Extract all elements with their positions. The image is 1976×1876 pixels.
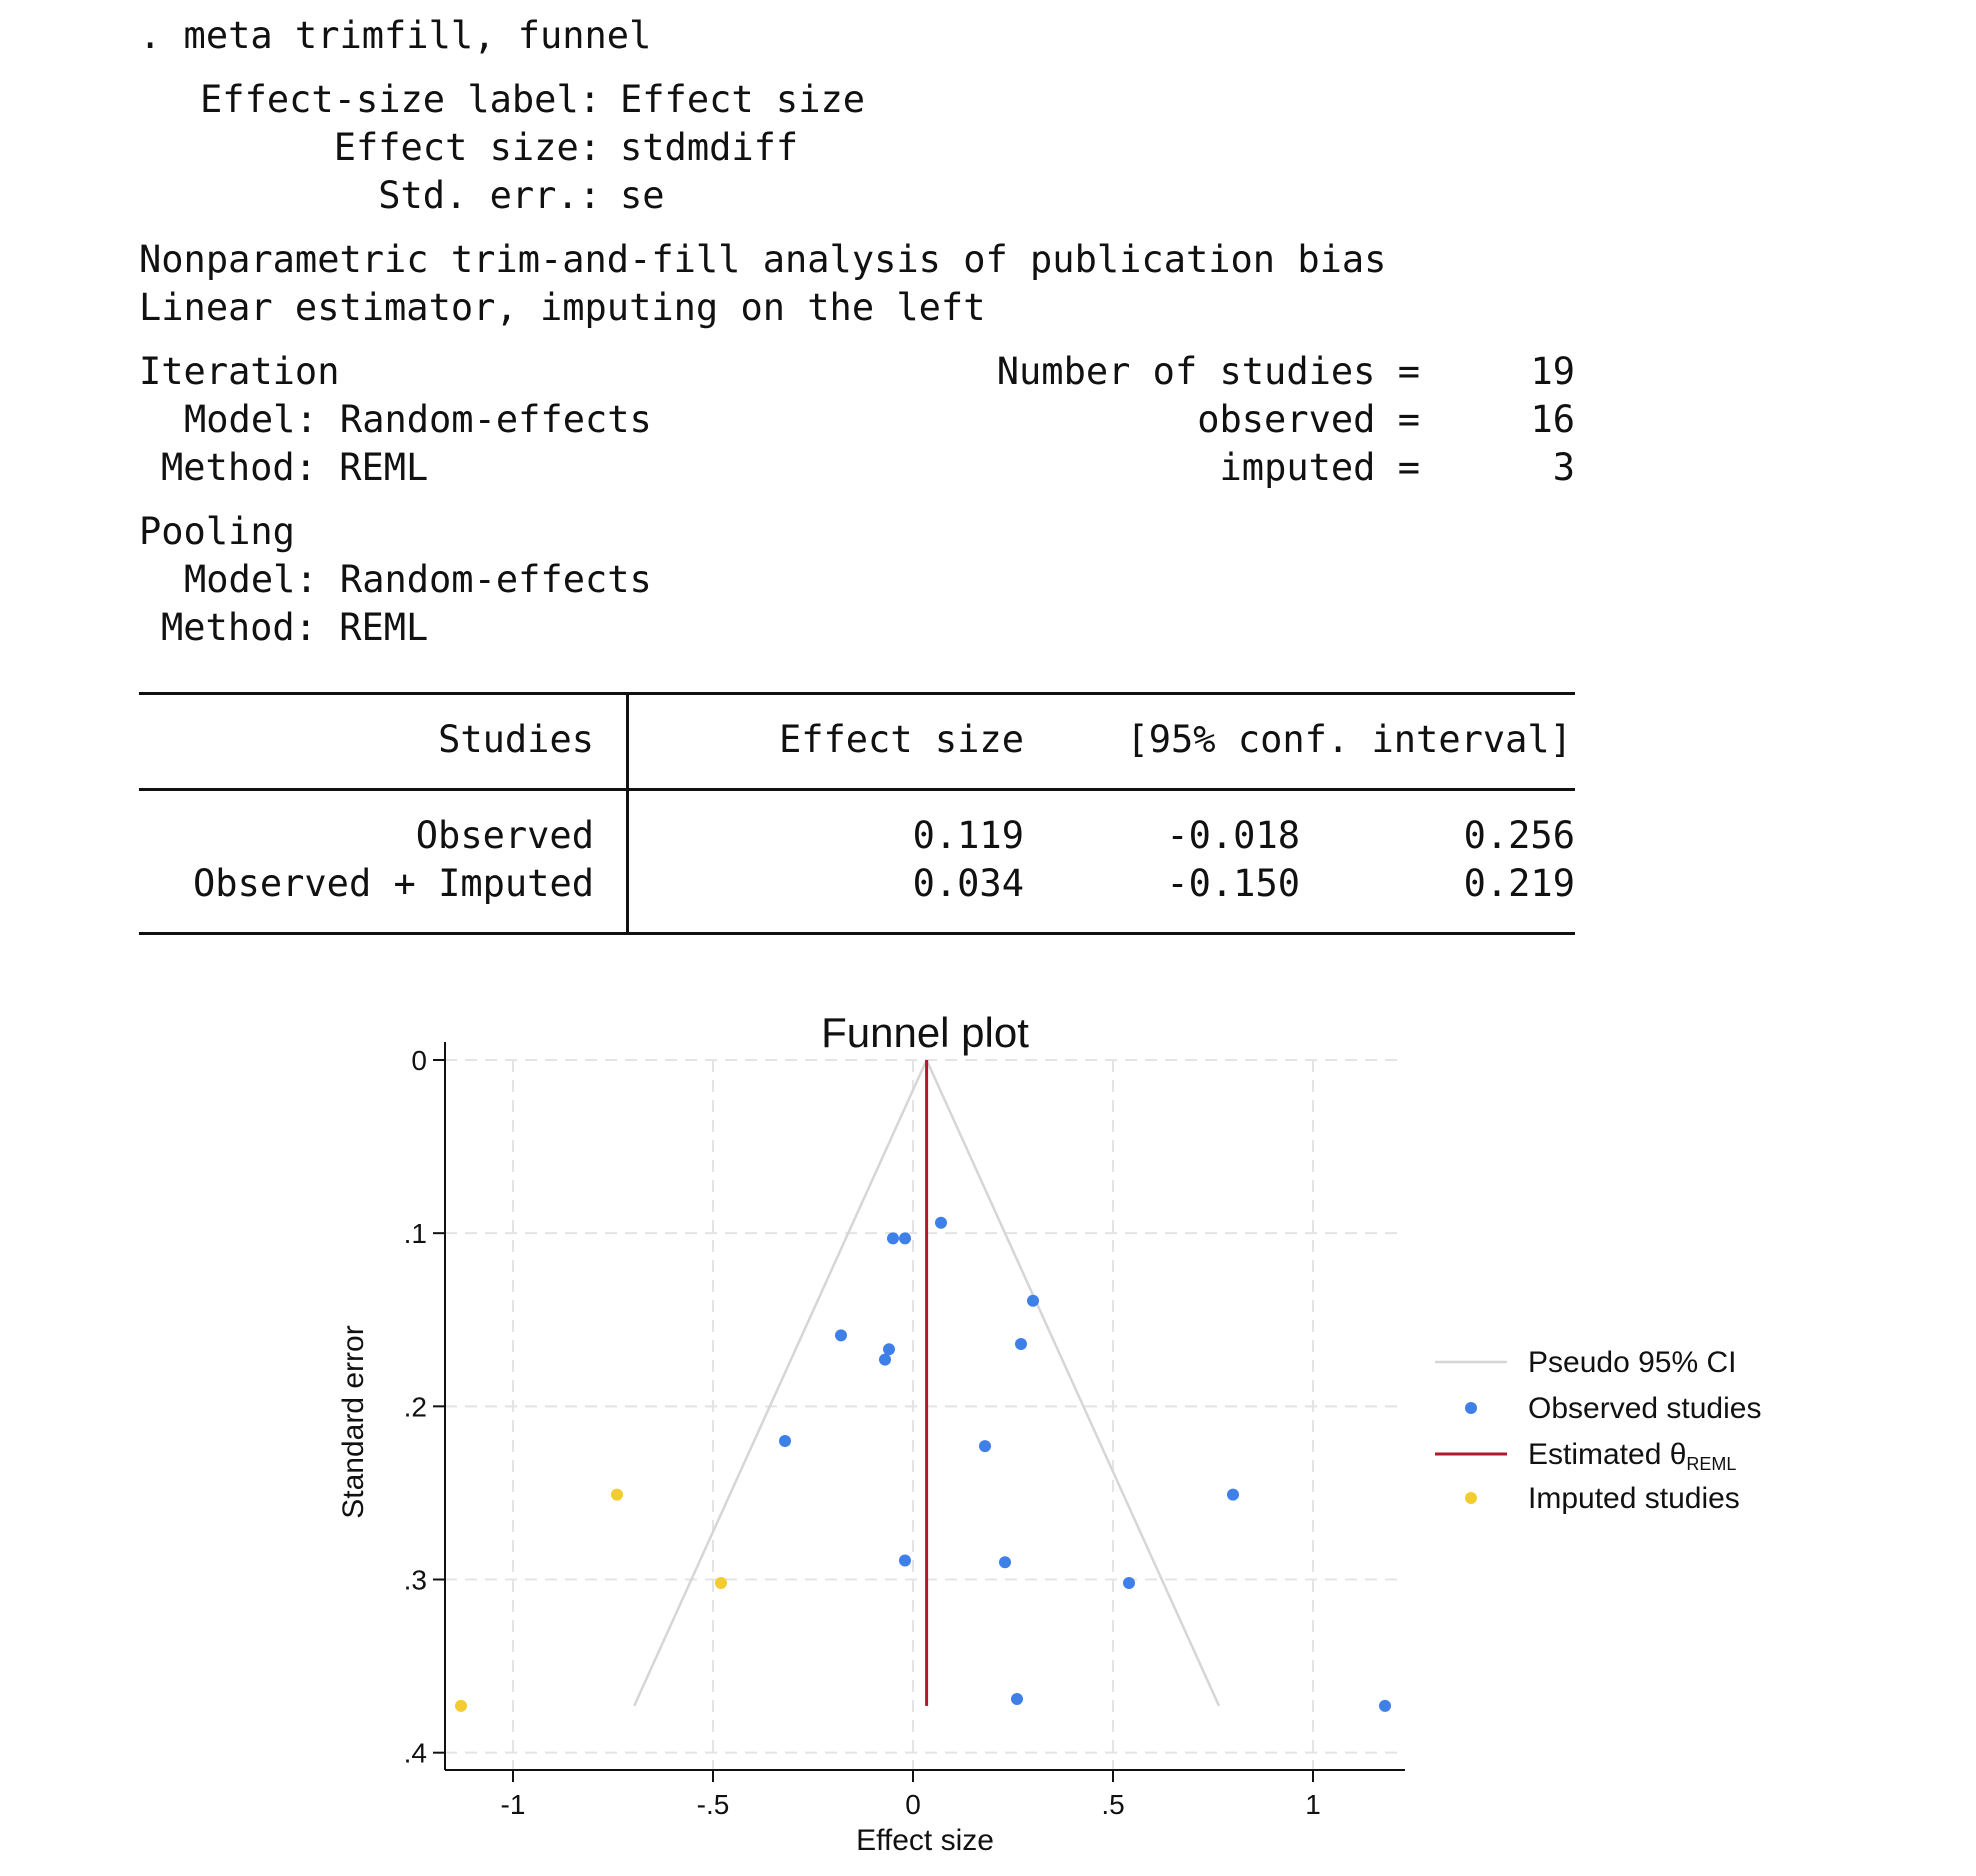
pseudo-ci-right-line	[925, 1059, 1221, 1707]
imputed-study-point	[715, 1576, 727, 1589]
x-axis-label: Effect size	[856, 1824, 994, 1857]
label-key: Effect size:	[333, 126, 601, 169]
table-cell-effect: 0.119	[912, 814, 1024, 857]
x-tick-label: -1	[501, 1789, 526, 1820]
observed-study-point	[883, 1343, 895, 1356]
observed-study-point	[879, 1353, 891, 1366]
y-tick-label: .3	[404, 1565, 427, 1596]
table-header-rule	[139, 788, 1575, 791]
table-header-effect: Effect size	[778, 718, 1024, 761]
points	[455, 1216, 1391, 1712]
analysis-heading: Nonparametric trim-and-fill analysis of …	[139, 238, 1387, 281]
pseudo-ci-left-line	[633, 1059, 928, 1707]
legend-label: Estimated θREML	[1528, 1438, 1736, 1474]
table-cell-ci-upper: 0.219	[1463, 862, 1575, 905]
observed-study-point	[1015, 1338, 1027, 1350]
observed-study-point	[935, 1216, 947, 1229]
x-tick-label: .5	[1101, 1789, 1124, 1820]
y-tick-label: .4	[404, 1738, 427, 1769]
legend-label-subscript: REML	[1686, 1454, 1736, 1474]
count-label: imputed =	[1219, 446, 1420, 489]
observed-study-point	[1123, 1576, 1135, 1589]
table-top-rule	[139, 692, 1575, 695]
observed-study-point	[1379, 1699, 1391, 1712]
funnel-plot: Funnel plot 0 .1 .2 .3 .4 -1 -.5 0 .5 1 Effect si…	[337, 1009, 1761, 1857]
table-cell-ci-lower: -0.150	[1166, 862, 1300, 905]
y-tick-label: .2	[404, 1391, 427, 1422]
observed-study-point	[899, 1554, 911, 1567]
y-tick-label: .1	[404, 1218, 427, 1249]
observed-study-point	[835, 1329, 847, 1342]
count-value: 3	[1552, 446, 1575, 489]
estimator-heading: Linear estimator, imputing on the left	[139, 286, 986, 329]
legend-label: Observed studies	[1528, 1392, 1761, 1425]
label-value: se	[620, 174, 665, 217]
command-line: . meta trimfill, funnel	[139, 14, 652, 57]
observed-study-point	[779, 1434, 791, 1447]
imputed-study-point	[611, 1488, 623, 1501]
table-bottom-rule	[139, 932, 1575, 935]
imputed-study-point	[455, 1699, 467, 1712]
label-key: Std. err.:	[378, 174, 601, 217]
observed-study-point	[899, 1232, 911, 1245]
observed-study-point	[1027, 1294, 1039, 1307]
pseudo-ci-lines	[633, 1059, 1221, 1707]
table-row-label: Observed	[415, 814, 594, 857]
observed-study-point	[1011, 1693, 1023, 1705]
iteration-method: Method: REML	[161, 446, 429, 489]
chart-title: Funnel plot	[821, 1009, 1029, 1056]
grid	[445, 1059, 1405, 1770]
count-label: observed =	[1197, 398, 1420, 441]
table-row-label: Observed + Imputed	[193, 862, 594, 905]
table-header-studies: Studies	[438, 718, 594, 761]
count-label: Number of studies =	[996, 350, 1420, 393]
table-cell-ci-upper: 0.256	[1463, 814, 1575, 857]
label-value: Effect size	[620, 78, 866, 121]
label-value: stdmdiff	[620, 126, 799, 169]
table-header-ci: [95% conf. interval]	[1126, 718, 1572, 761]
table-cell-effect: 0.034	[912, 862, 1024, 905]
iteration-model: Model: Random-effects	[184, 398, 652, 441]
pooling-model: Model: Random-effects	[184, 558, 652, 601]
pooling-method: Method: REML	[161, 606, 429, 649]
observed-study-point	[979, 1440, 991, 1453]
observed-study-point	[1227, 1488, 1239, 1501]
x-tick-label: 0	[905, 1789, 921, 1820]
y-axis-label: Standard error	[337, 1325, 370, 1518]
observed-study-point	[999, 1556, 1011, 1569]
x-tick-label: 1	[1305, 1789, 1321, 1820]
stata-output: . meta trimfill, funnel Effect-size labe…	[139, 14, 1575, 935]
legend-swatch-observed	[1465, 1402, 1477, 1414]
legend: Pseudo 95% CI Observed studies Estimated θ…	[1435, 1346, 1761, 1515]
count-value: 19	[1530, 350, 1575, 393]
iteration-label: Iteration	[139, 350, 340, 393]
x-tick-label: -.5	[697, 1789, 730, 1820]
legend-swatch-imputed	[1465, 1492, 1477, 1504]
legend-label: Imputed studies	[1528, 1482, 1740, 1515]
legend-label: Pseudo 95% CI	[1528, 1346, 1736, 1379]
axes: 0 .1 .2 .3 .4 -1 -.5 0 .5 1	[404, 1042, 1405, 1820]
pooling-label: Pooling	[139, 510, 295, 553]
table-divider	[626, 692, 629, 935]
y-tick-label: 0	[411, 1045, 427, 1076]
count-value: 16	[1530, 398, 1575, 441]
table-cell-ci-lower: -0.018	[1166, 814, 1300, 857]
label-key: Effect-size label:	[200, 78, 601, 121]
observed-study-point	[887, 1232, 899, 1245]
